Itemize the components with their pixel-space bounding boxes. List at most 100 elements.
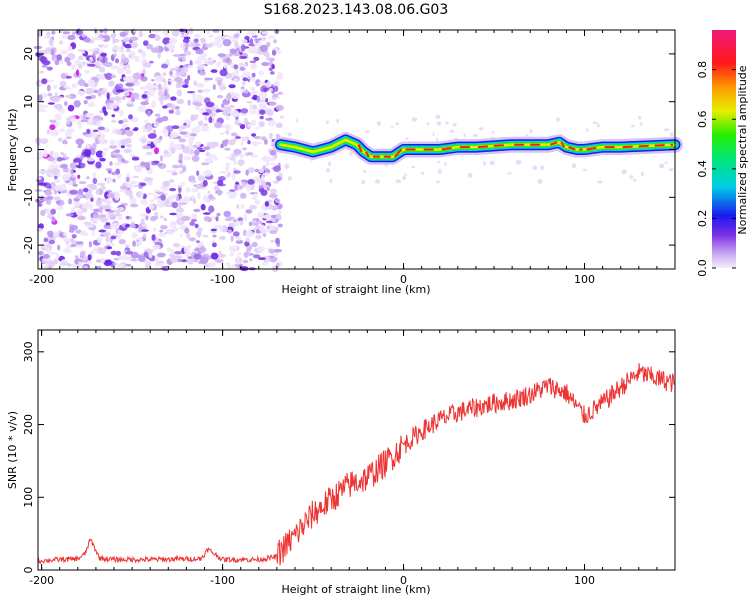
noise-speck: [225, 123, 231, 131]
noise-speck: [160, 98, 164, 106]
noise-speck: [491, 130, 495, 134]
noise-speck: [82, 132, 88, 136]
noise-speck: [145, 264, 149, 269]
noise-speck: [208, 261, 216, 267]
noise-speck: [37, 29, 42, 38]
noise-speck: [401, 176, 407, 180]
noise-speck: [75, 29, 84, 36]
noise-speck: [41, 65, 48, 68]
noise-speck: [130, 92, 140, 99]
noise-speck: [489, 160, 496, 166]
noise-speck: [38, 109, 47, 113]
noise-speck: [105, 177, 113, 183]
noise-speck: [188, 237, 196, 242]
noise-speck: [251, 133, 257, 137]
noise-speck: [96, 265, 102, 270]
noise-speck: [64, 94, 72, 99]
noise-speck: [162, 84, 166, 91]
noise-speck: [472, 133, 479, 138]
x-tick-label: -100: [210, 574, 235, 587]
noise-speck: [232, 138, 238, 142]
noise-speck: [258, 70, 265, 76]
noise-speck: [275, 214, 282, 220]
noise-speck: [199, 37, 207, 42]
noise-speck: [193, 80, 198, 86]
noise-speck: [240, 89, 246, 93]
noise-speck: [97, 134, 101, 137]
noise-speck: [182, 84, 189, 89]
noise-speck: [189, 135, 195, 141]
noise-speck: [183, 36, 191, 40]
ridge-core: [560, 141, 566, 148]
noise-speck: [149, 257, 156, 262]
noise-speck: [91, 229, 96, 237]
noise-speck: [97, 183, 106, 186]
noise-speck: [128, 114, 133, 120]
noise-speck: [266, 186, 270, 192]
noise-speck: [176, 258, 183, 263]
ridge-core: [364, 151, 370, 158]
noise-speck: [60, 73, 67, 80]
noise-speck: [63, 138, 67, 145]
noise-speck: [120, 45, 124, 51]
noise-speck: [36, 176, 42, 180]
y-tick-label: -20: [22, 236, 35, 254]
noise-speck: [89, 203, 94, 211]
noise-speck: [269, 205, 278, 210]
noise-speck: [181, 259, 188, 263]
y-tick-label: 200: [22, 414, 35, 435]
noise-speck: [127, 87, 133, 92]
noise-speck: [119, 62, 124, 67]
noise-speck: [214, 36, 223, 43]
noise-speck: [247, 179, 255, 185]
noise-speck: [81, 33, 87, 38]
noise-speck: [92, 172, 97, 180]
noise-speck: [637, 115, 642, 120]
noise-speck: [202, 234, 209, 238]
noise-speck: [240, 136, 248, 141]
noise-speck: [152, 244, 161, 250]
noise-speck: [181, 215, 191, 221]
noise-speck: [42, 254, 50, 259]
noise-speck: [250, 86, 255, 92]
noise-speck: [240, 108, 249, 114]
x-tick-label: 100: [574, 574, 595, 587]
noise-speck: [64, 101, 68, 106]
noise-speck: [586, 128, 589, 133]
noise-speck: [243, 214, 248, 222]
noise-speck: [249, 204, 257, 210]
noise-speck: [60, 49, 69, 55]
noise-speck: [632, 178, 637, 182]
noise-speck: [110, 65, 119, 70]
noise-speck: [146, 140, 151, 145]
noise-speck: [246, 76, 252, 80]
noise-speck: [85, 112, 94, 118]
noise-speck: [180, 69, 185, 75]
noise-speck: [229, 157, 236, 161]
y-tick-label: 0: [22, 146, 35, 153]
noise-speck: [639, 121, 643, 126]
noise-speck: [207, 57, 213, 61]
noise-speck: [78, 64, 83, 69]
noise-speck: [254, 199, 261, 205]
noise-speck: [168, 195, 178, 199]
noise-speck: [122, 29, 128, 33]
noise-speck: [100, 257, 106, 264]
noise-speck: [212, 84, 216, 91]
noise-speck: [146, 180, 153, 186]
noise-speck: [198, 120, 204, 126]
noise-speck: [200, 187, 207, 191]
noise-speck: [275, 104, 284, 111]
noise-speck: [136, 240, 143, 246]
noise-speck: [86, 63, 96, 67]
noise-speck: [193, 253, 202, 260]
noise-speck: [236, 204, 240, 209]
noise-speck: [187, 65, 193, 68]
noise-speck: [153, 194, 158, 201]
noise-speck: [66, 128, 75, 133]
noise-speck: [113, 262, 117, 266]
noise-speck: [191, 155, 200, 162]
noise-speck: [211, 239, 215, 243]
noise-speck: [391, 125, 394, 129]
noise-speck: [255, 225, 261, 229]
